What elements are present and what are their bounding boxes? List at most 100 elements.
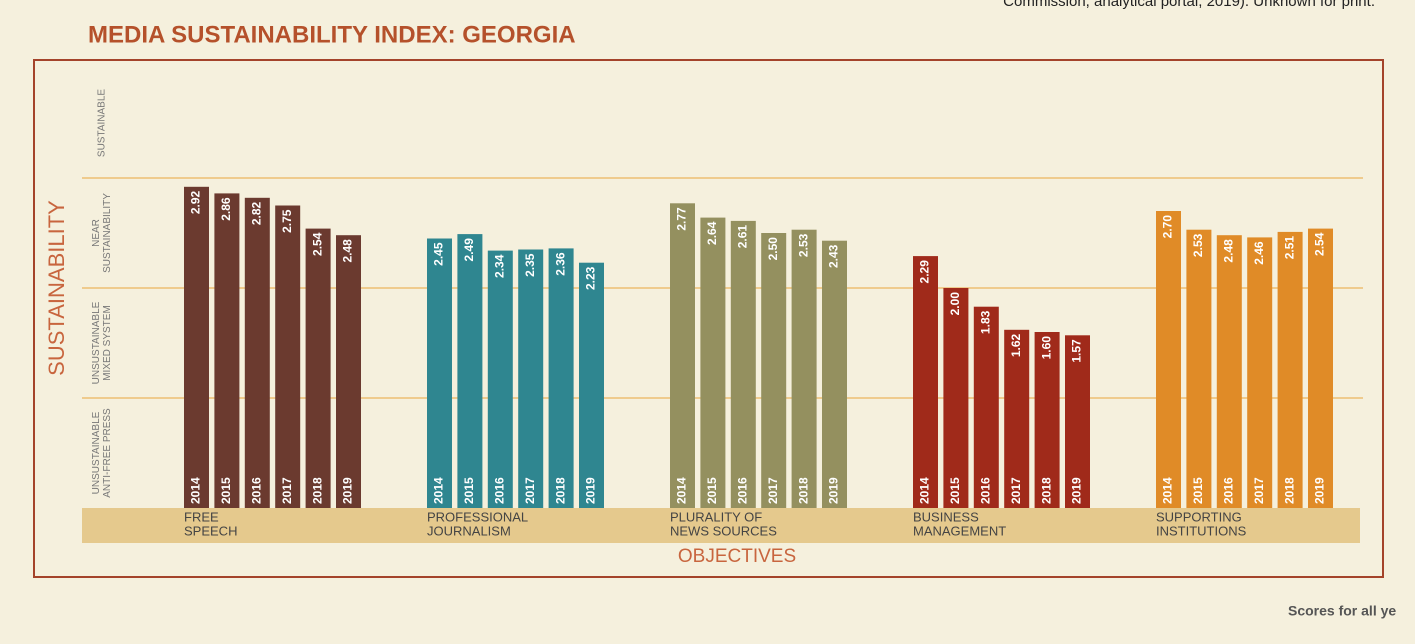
- x-tick-label: JOURNALISM: [427, 523, 511, 538]
- year-label: 2015: [705, 477, 719, 504]
- x-tick-label: PROFESSIONAL: [427, 509, 528, 524]
- bar: [336, 235, 361, 508]
- bar: [1004, 329, 1030, 508]
- bar: [305, 228, 331, 508]
- value-label: 2.86: [219, 197, 233, 221]
- value-label: 2.49: [462, 238, 476, 262]
- year-label: 2014: [432, 477, 446, 504]
- bar: [1216, 235, 1242, 508]
- year-label: 2014: [675, 477, 689, 504]
- year-label: 2016: [492, 477, 506, 504]
- year-label: 2017: [1009, 477, 1023, 504]
- year-label: 2016: [249, 477, 263, 504]
- bar: [1247, 237, 1273, 508]
- year-label: 2014: [189, 477, 203, 504]
- year-label: 2017: [280, 477, 294, 504]
- value-label: 2.51: [1282, 236, 1296, 260]
- bar: [700, 217, 726, 508]
- year-label: 2019: [341, 477, 355, 504]
- year-label: 2018: [1282, 477, 1296, 504]
- header-note: Commission, analytical portal, 2019). Un…: [1003, 0, 1375, 10]
- value-label: 2.77: [675, 207, 689, 231]
- x-tick-label: PLURALITY OF: [670, 509, 762, 524]
- chart-title: MEDIA SUSTAINABILITY INDEX: GEORGIA: [88, 21, 576, 48]
- bar: [822, 240, 847, 508]
- bar: [943, 288, 969, 508]
- band-label: UNSUSTAINABLE: [91, 301, 102, 384]
- year-label: 2015: [948, 477, 962, 504]
- year-label: 2017: [1252, 477, 1266, 504]
- year-label: 2016: [735, 477, 749, 504]
- year-label: 2014: [918, 477, 932, 504]
- value-label: 1.62: [1009, 333, 1023, 357]
- bar: [275, 205, 301, 508]
- x-tick-label: NEWS SOURCES: [670, 523, 777, 538]
- bar: [1308, 228, 1333, 508]
- value-label: 2.92: [189, 190, 203, 214]
- bar: [244, 197, 270, 509]
- year-label: 2019: [1070, 477, 1084, 504]
- year-label: 2018: [553, 477, 567, 504]
- x-tick-label: SPEECH: [184, 523, 237, 538]
- bar: [1065, 335, 1090, 508]
- bar: [761, 233, 787, 508]
- year-label: 2016: [978, 477, 992, 504]
- bar: [1034, 332, 1060, 508]
- value-label: 2.53: [1191, 233, 1205, 257]
- value-label: 1.57: [1070, 339, 1084, 363]
- year-label: 2017: [523, 477, 537, 504]
- value-label: 2.48: [341, 239, 355, 263]
- x-axis-label: OBJECTIVES: [678, 546, 796, 567]
- bar: [1277, 231, 1303, 508]
- year-label: 2014: [1161, 477, 1175, 504]
- bar: [548, 248, 574, 508]
- y-axis-label: SUSTAINABILITY: [44, 200, 69, 376]
- band-label: UNSUSTAINABLE: [91, 411, 102, 494]
- bar: [518, 249, 544, 508]
- x-tick-label: INSTITUTIONS: [1156, 523, 1247, 538]
- value-label: 1.83: [978, 310, 992, 334]
- band-label: MIXED SYSTEM: [102, 305, 113, 381]
- year-label: 2019: [584, 477, 598, 504]
- value-label: 2.54: [1313, 232, 1327, 256]
- value-label: 2.82: [249, 201, 263, 225]
- bar: [913, 256, 938, 508]
- category-strip: [82, 508, 1360, 543]
- year-label: 2018: [796, 477, 810, 504]
- value-label: 2.53: [796, 233, 810, 257]
- band-label: SUSTAINABLE: [97, 89, 108, 157]
- bar: [487, 250, 513, 508]
- value-label: 2.75: [280, 209, 294, 233]
- x-tick-label: BUSINESS: [913, 509, 979, 524]
- x-tick-label: SUPPORTING: [1156, 509, 1242, 524]
- bar: [427, 238, 452, 508]
- year-label: 2015: [219, 477, 233, 504]
- year-label: 2018: [310, 477, 324, 504]
- year-label: 2019: [827, 477, 841, 504]
- bar: [730, 220, 756, 508]
- year-label: 2015: [462, 477, 476, 504]
- value-label: 2.61: [735, 225, 749, 249]
- chart-frame: [33, 59, 1384, 578]
- value-label: 2.36: [553, 252, 567, 276]
- value-label: 2.00: [948, 292, 962, 316]
- value-label: 2.64: [705, 221, 719, 245]
- band-label: NEAR: [91, 219, 102, 247]
- year-label: 2015: [1191, 477, 1205, 504]
- year-label: 2017: [766, 477, 780, 504]
- bar: [1186, 229, 1212, 508]
- x-tick-label: MANAGEMENT: [913, 523, 1006, 538]
- bar: [1156, 211, 1181, 508]
- value-label: 2.50: [766, 237, 780, 261]
- band-label: SUSTAINABILITY: [102, 193, 113, 273]
- bar: [791, 229, 817, 508]
- bar: [670, 203, 695, 509]
- value-label: 2.45: [432, 242, 446, 266]
- value-label: 2.54: [310, 232, 324, 256]
- x-tick-label: FREE: [184, 509, 219, 524]
- value-label: 2.23: [584, 266, 598, 290]
- footer-note: Scores for all ye: [1288, 603, 1396, 619]
- value-label: 2.70: [1161, 215, 1175, 239]
- value-label: 2.29: [918, 260, 932, 284]
